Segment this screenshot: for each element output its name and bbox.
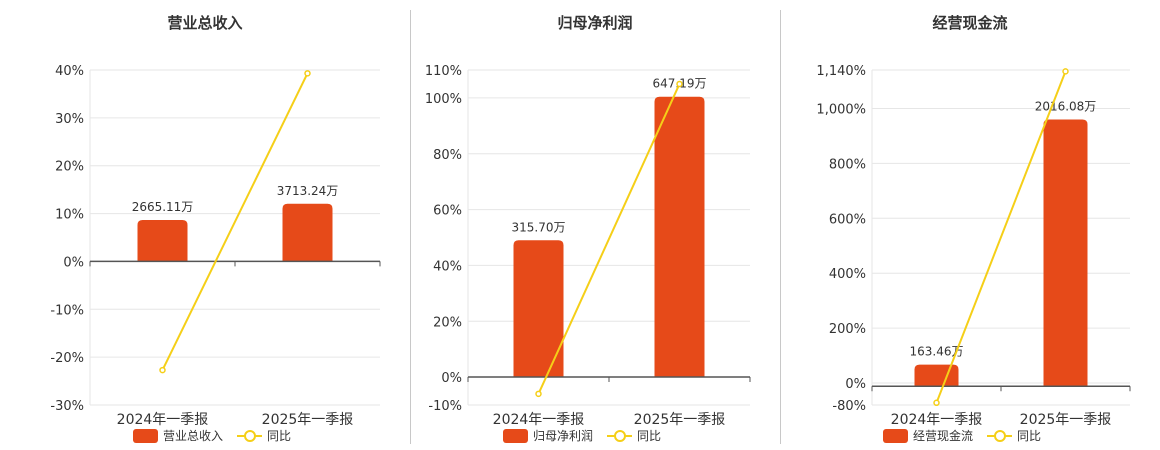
bar-value-label: 163.46万 bbox=[910, 345, 964, 359]
chart-svg: 110%100%80%60%40%20%0%-10%315.70万647.19万… bbox=[425, 64, 751, 428]
panel-divider bbox=[780, 10, 781, 444]
x-category-label: 2025年一季报 bbox=[634, 412, 726, 428]
legend-line-swatch bbox=[987, 429, 1013, 443]
y-tick-label: 1,000% bbox=[816, 102, 866, 117]
y-tick-label: 20% bbox=[433, 315, 462, 330]
bar bbox=[282, 203, 333, 262]
chart-panel-net-profit: 归母净利润 110%100%80%60%40%20%0%-10%315.70万6… bbox=[410, 0, 780, 450]
y-tick-label: 800% bbox=[829, 157, 866, 172]
legend-line-label: 同比 bbox=[1017, 429, 1042, 443]
chart-legend: 经营现金流 同比 bbox=[883, 427, 1041, 444]
chart-panel-revenue: 营业总收入 40% 30% 20% 10% 0% -10% -20% -30% 2665.11万… bbox=[0, 0, 410, 450]
legend-bar-swatch bbox=[503, 428, 528, 443]
y-tick-label: 200% bbox=[829, 322, 866, 337]
legend-bar-swatch bbox=[133, 428, 158, 443]
y-tick-label: 30% bbox=[55, 112, 84, 127]
yoy-point bbox=[304, 70, 311, 77]
y-tick-label: -10% bbox=[428, 399, 462, 414]
y-tick-label: 100% bbox=[425, 92, 462, 107]
yoy-point bbox=[676, 80, 683, 88]
y-tick-label: 0% bbox=[63, 255, 84, 270]
chart-legend: 归母净利润 同比 bbox=[503, 427, 661, 444]
chart-svg: 40% 30% 20% 10% 0% -10% -20% -30% 2665.11万 3713.2… bbox=[50, 64, 381, 428]
legend-bar-label: 经营现金流 bbox=[913, 429, 974, 443]
bar bbox=[654, 96, 705, 377]
y-tick-label: 600% bbox=[829, 212, 866, 227]
chart-svg: 1,140% 1,000% 800% 600% 400% 200% 0% -80% 163.46… bbox=[816, 64, 1131, 428]
y-tick-label: 10% bbox=[55, 208, 84, 223]
yoy-point bbox=[535, 390, 542, 398]
bar-value-label: 315.70万 bbox=[512, 220, 566, 234]
y-tick-label: -10% bbox=[50, 303, 84, 318]
bar bbox=[137, 220, 188, 262]
y-tick-label: 0% bbox=[441, 371, 462, 386]
y-tick-label: 40% bbox=[433, 259, 462, 274]
chart-title: 归母净利润 bbox=[557, 14, 633, 32]
bar-value-label: 2016.08万 bbox=[1035, 99, 1097, 113]
x-category-label: 2024年一季报 bbox=[493, 412, 585, 428]
legend-line-label: 同比 bbox=[267, 429, 292, 443]
yoy-point bbox=[1062, 68, 1069, 75]
y-tick-label: 400% bbox=[829, 267, 866, 282]
y-tick-label: 1,140% bbox=[816, 64, 866, 79]
chart-title: 营业总收入 bbox=[167, 14, 243, 32]
bar-value-label: 3713.24万 bbox=[277, 184, 339, 198]
legend-bar-label: 归母净利润 bbox=[533, 429, 594, 443]
y-tick-label: 110% bbox=[425, 64, 462, 79]
panel-divider bbox=[410, 10, 411, 444]
bar bbox=[914, 364, 959, 387]
legend-bar-swatch bbox=[883, 428, 908, 443]
legend-bar-label: 营业总收入 bbox=[163, 429, 224, 443]
yoy-line bbox=[161, 72, 309, 371]
yoy-line bbox=[537, 83, 681, 395]
x-category-label: 2024年一季报 bbox=[891, 412, 983, 428]
yoy-line bbox=[935, 71, 1067, 404]
bar bbox=[1043, 119, 1088, 387]
chart-panel-operating-cash-flow: 经营现金流 1,140% 1,000% 800% 600% 400% 200% 0% -80%… bbox=[780, 0, 1160, 450]
y-tick-label: -80% bbox=[832, 399, 866, 414]
legend-line-label: 同比 bbox=[637, 429, 662, 443]
y-tick-label: 20% bbox=[55, 160, 84, 175]
y-tick-label: -20% bbox=[50, 351, 84, 366]
x-category-label: 2024年一季报 bbox=[117, 412, 209, 428]
bar-value-label: 2665.11万 bbox=[132, 200, 194, 214]
y-tick-label: 40% bbox=[55, 64, 84, 79]
yoy-point bbox=[933, 399, 940, 407]
chart-legend: 营业总收入 同比 bbox=[133, 427, 291, 444]
y-tick-label: 60% bbox=[433, 204, 462, 219]
chart-title: 经营现金流 bbox=[932, 14, 1008, 32]
bar bbox=[513, 240, 564, 377]
y-tick-label: 0% bbox=[845, 377, 866, 392]
legend-line-swatch bbox=[607, 429, 633, 443]
x-category-label: 2025年一季报 bbox=[1020, 412, 1112, 428]
legend-line-swatch bbox=[237, 429, 263, 443]
yoy-point bbox=[159, 366, 166, 374]
y-tick-label: -30% bbox=[50, 399, 84, 414]
y-tick-label: 80% bbox=[433, 148, 462, 163]
x-category-label: 2025年一季报 bbox=[262, 412, 354, 428]
